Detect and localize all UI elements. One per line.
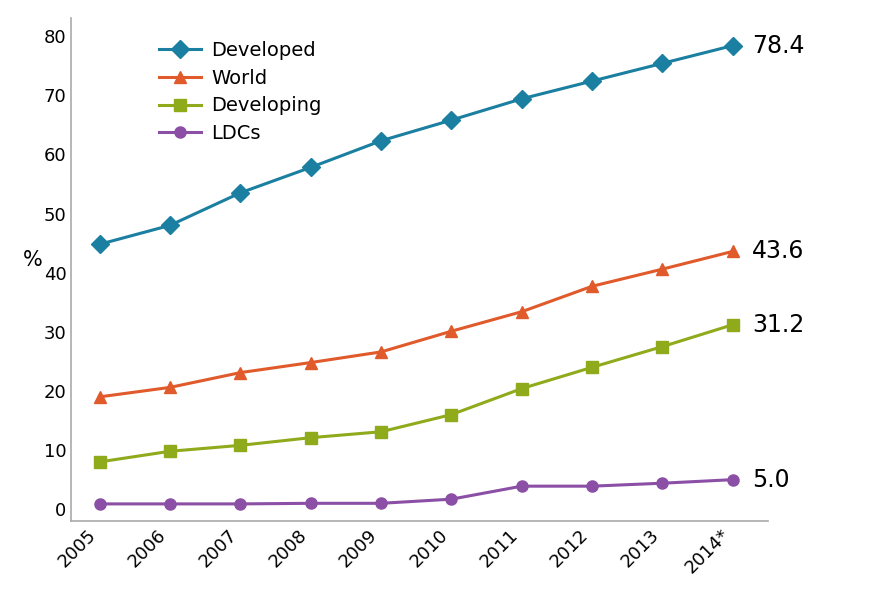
Legend: Developed, World, Developing, LDCs: Developed, World, Developing, LDCs [151, 33, 330, 151]
Text: 43.6: 43.6 [752, 240, 805, 264]
Text: 5.0: 5.0 [752, 468, 790, 492]
Text: 31.2: 31.2 [752, 313, 805, 337]
Y-axis label: %: % [23, 249, 43, 270]
Text: 78.4: 78.4 [752, 34, 805, 58]
